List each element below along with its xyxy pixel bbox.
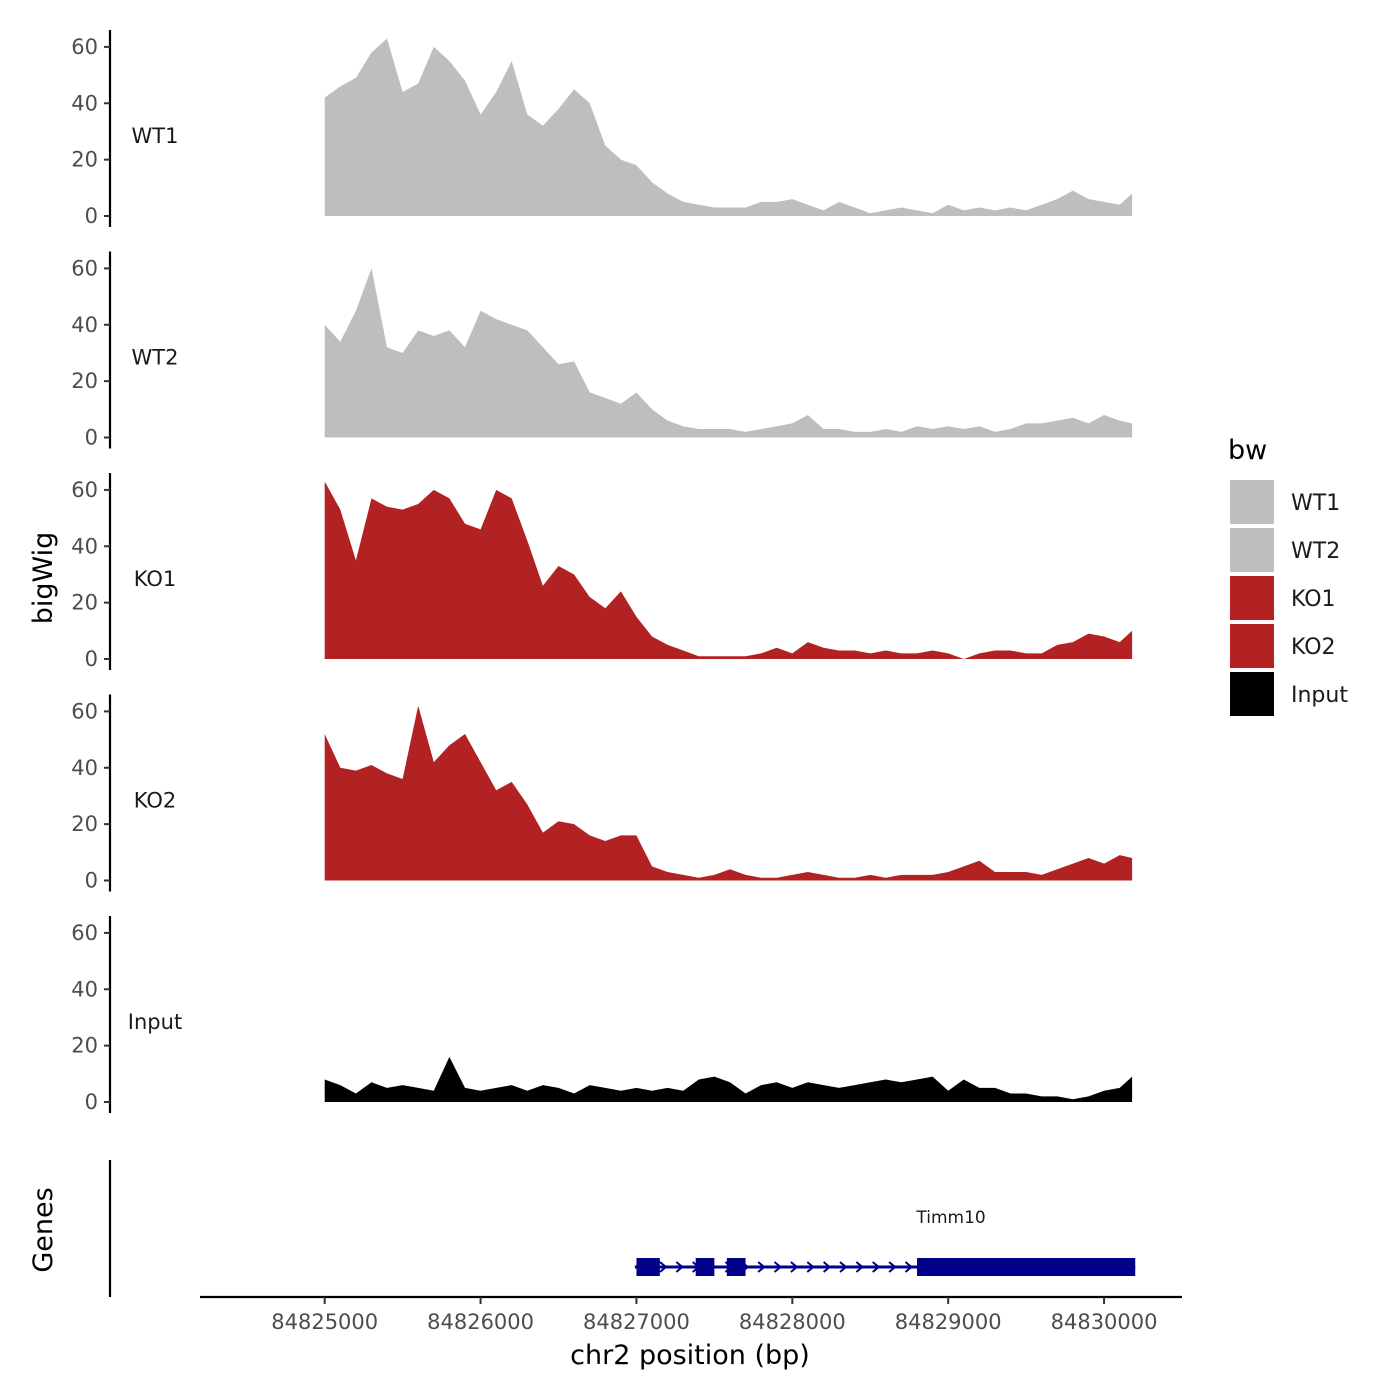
strand-arrow [790, 1261, 799, 1273]
legend-title: bw [1228, 435, 1267, 466]
legend-item-ko2: KO2 [1230, 624, 1336, 668]
gene-exon [917, 1258, 1136, 1276]
y-tick-label: 20 [71, 1034, 98, 1058]
area-ko2 [324, 705, 1133, 881]
y-tick-label: 40 [71, 534, 98, 558]
y-tick-label: 0 [85, 204, 98, 228]
x-axis-title: chr2 position (bp) [570, 1340, 810, 1371]
track-label-wt1: WT1 [132, 124, 179, 148]
y-tick-label: 20 [71, 148, 98, 172]
gene-exon [636, 1258, 660, 1276]
legend-swatch [1230, 672, 1274, 716]
y-tick-label: 20 [71, 369, 98, 393]
x-tick-label: 84828000 [739, 1310, 846, 1334]
track-label-ko1: KO1 [134, 567, 177, 591]
legend-item-wt2: WT2 [1230, 528, 1340, 572]
strand-arrow [757, 1261, 766, 1273]
legend-swatch [1230, 624, 1274, 668]
y-tick-label: 60 [71, 256, 98, 280]
y-tick-label: 0 [85, 647, 98, 671]
legend-label: KO2 [1291, 635, 1336, 660]
strand-arrow [822, 1261, 832, 1273]
y-tick-label: 40 [71, 977, 98, 1001]
legend-swatch [1230, 528, 1274, 572]
legend-swatch [1230, 480, 1274, 524]
legend-label: Input [1291, 683, 1348, 708]
track-label-wt2: WT2 [132, 346, 179, 370]
y-tick-label: 20 [71, 812, 98, 836]
track-wt2: 0 20 40 60 WT2 [71, 251, 1133, 450]
legend-item-wt1: WT1 [1230, 480, 1340, 524]
gene-exon [726, 1258, 746, 1276]
y-tick-label: 40 [71, 313, 98, 337]
legend: WT1 WT2 KO1 KO2 Input [1230, 480, 1348, 716]
strand-arrow [872, 1261, 881, 1273]
x-tick-label: 84830000 [1051, 1310, 1158, 1334]
area-ko1 [324, 481, 1133, 659]
y-tick-label: 60 [71, 478, 98, 502]
track-input: 0 20 40 60 Input [71, 916, 1133, 1114]
y-tick-label: 0 [85, 1090, 98, 1114]
strand-arrow [855, 1261, 864, 1273]
legend-label: WT1 [1291, 491, 1340, 516]
x-tick-label: 84825000 [271, 1310, 378, 1334]
gene-name-label: Timm10 [915, 1208, 985, 1228]
gene-track: Timm10 [108, 1160, 1136, 1297]
legend-item-ko1: KO1 [1230, 576, 1336, 620]
y-tick-label: 0 [85, 426, 98, 450]
strand-arrow [888, 1261, 897, 1273]
x-tick-label: 84826000 [427, 1310, 534, 1334]
y-tick-label: 60 [71, 35, 98, 59]
y-tick-label: 0 [85, 869, 98, 893]
x-axis: 84825000 84826000 84827000 84828000 84829000… [200, 1295, 1182, 1334]
area-wt1 [324, 38, 1133, 216]
area-input [324, 1056, 1133, 1102]
area-wt2 [324, 268, 1133, 438]
y-tick-label: 40 [71, 91, 98, 115]
legend-label: KO1 [1291, 587, 1336, 612]
y-tick-label: 20 [71, 591, 98, 615]
x-tick-label: 84829000 [895, 1310, 1002, 1334]
y-tick-label: 60 [71, 921, 98, 945]
strand-arrow [675, 1261, 684, 1273]
track-label-input: Input [128, 1010, 182, 1034]
track-ko2: 0 20 40 60 KO2 [71, 694, 1133, 893]
y-tick-label: 40 [71, 756, 98, 780]
track-wt1: 0 20 40 60 WT1 [71, 30, 1133, 228]
track-ko1: 0 20 40 60 KO1 [71, 473, 1133, 671]
track-label-ko2: KO2 [134, 789, 177, 813]
genes-axis-title: Genes [28, 1187, 59, 1272]
y-axis-title: bigWig [28, 532, 59, 625]
legend-swatch [1230, 576, 1274, 620]
x-tick-label: 84827000 [583, 1310, 690, 1334]
legend-item-input: Input [1230, 672, 1348, 716]
y-tick-label: 60 [71, 699, 98, 723]
legend-label: WT2 [1291, 539, 1340, 564]
strand-arrow [904, 1261, 914, 1273]
strand-arrow [806, 1261, 815, 1273]
strand-arrow [773, 1261, 783, 1273]
strand-arrow [839, 1261, 848, 1273]
gene-exon [695, 1258, 715, 1276]
tracks-layer: 0 20 40 60 WT1 0 20 40 60 WT2 0 20 40 60 KO1 0 20 40 60 KO2… [71, 30, 1133, 1114]
strand-arrow [659, 1261, 668, 1273]
